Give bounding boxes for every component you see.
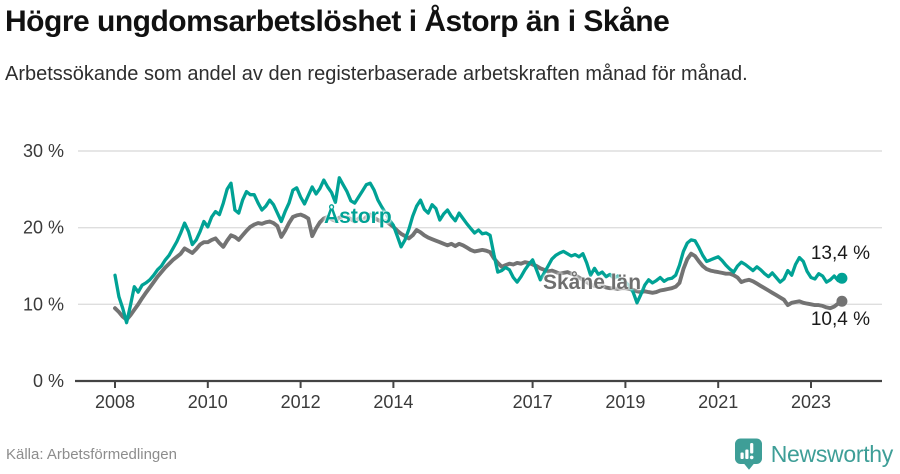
y-axis-tick-label: 30 % xyxy=(23,141,64,161)
x-axis-tick-label: 2021 xyxy=(698,392,738,412)
series-line--storp xyxy=(113,176,844,325)
x-axis-tick-label: 2012 xyxy=(281,392,321,412)
newsworthy-brand: Newsworthy xyxy=(734,438,893,470)
x-axis-tick-label: 2017 xyxy=(513,392,553,412)
chart-subtitle: Arbetssökande som andel av den registerb… xyxy=(5,63,748,85)
y-axis-tick-label: 0 % xyxy=(33,371,64,391)
series-label-astorp: Åstorp xyxy=(324,205,392,228)
series-end-dot--storp xyxy=(836,272,848,284)
source-credit: Källa: Arbetsförmedlingen xyxy=(6,446,177,463)
x-axis-tick-label: 2010 xyxy=(188,392,228,412)
x-axis-tick-label: 2023 xyxy=(791,392,831,412)
series-line-sk-ne-l-n xyxy=(113,212,844,322)
end-value-label-skane-lan: 10,4 % xyxy=(810,309,870,330)
end-value-label-astorp: 13,4 % xyxy=(810,243,870,264)
y-axis-tick-label: 10 % xyxy=(23,294,64,314)
x-axis-tick-label: 2008 xyxy=(95,392,135,412)
newsworthy-logo-icon xyxy=(734,438,762,470)
series-end-dot-sk-ne-l-n xyxy=(836,295,848,307)
y-axis-tick-label: 20 % xyxy=(23,218,64,238)
x-axis-tick-label: 2019 xyxy=(605,392,645,412)
x-axis-tick-label: 2014 xyxy=(373,392,413,412)
page-title: Högre ungdomsarbetslöshet i Åstorp än i … xyxy=(5,5,670,38)
series-label-skane-lan: Skåne län xyxy=(543,271,642,294)
newsworthy-wordmark: Newsworthy xyxy=(770,440,894,467)
